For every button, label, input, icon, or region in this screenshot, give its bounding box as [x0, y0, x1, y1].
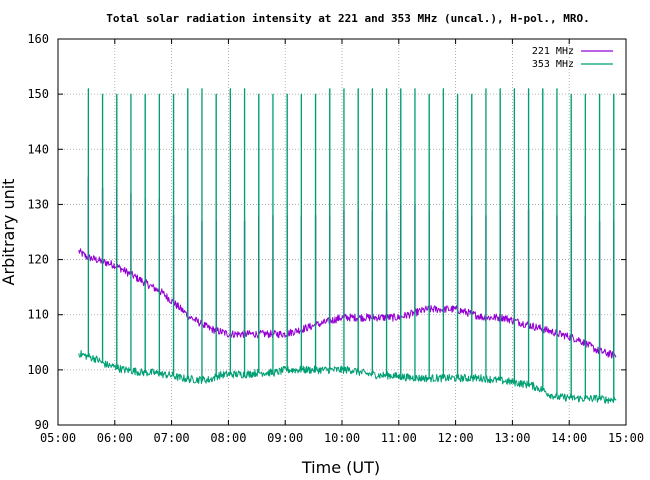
- x-tick-label: 09:00: [267, 431, 303, 445]
- legend-label: 221 MHz: [532, 46, 574, 57]
- y-tick-label: 90: [35, 418, 49, 432]
- series-layer: [78, 88, 617, 404]
- x-tick-label: 06:00: [97, 431, 133, 445]
- y-tick-label: 150: [27, 87, 49, 101]
- x-tick-label: 15:00: [608, 431, 644, 445]
- axes: 05:00 06:00 07:00 08:00 09:00 10:00 11:00 12:00…: [27, 32, 644, 445]
- x-tick-label: 05:00: [40, 431, 76, 445]
- legend: 221 MHz 353 MHz: [532, 46, 613, 70]
- x-tick-label: 07:00: [154, 431, 190, 445]
- y-tick-label: 130: [27, 197, 49, 211]
- series-line: [78, 176, 617, 359]
- x-tick-label: 10:00: [324, 431, 360, 445]
- x-tick-label: 12:00: [438, 431, 474, 445]
- series-line: [78, 88, 617, 404]
- series-353-mhz: [78, 88, 617, 404]
- grid: [58, 39, 626, 425]
- x-tick-label: 11:00: [381, 431, 417, 445]
- legend-label: 353 MHz: [532, 59, 574, 70]
- y-tick-label: 120: [27, 253, 49, 267]
- x-axis-label: Time (UT): [301, 458, 380, 477]
- y-tick-label: 140: [27, 142, 49, 156]
- x-tick-label: 08:00: [210, 431, 246, 445]
- x-tick-label: 13:00: [494, 431, 530, 445]
- y-tick-label: 160: [27, 32, 49, 46]
- y-tick-label: 100: [27, 363, 49, 377]
- y-tick-label: 110: [27, 308, 49, 322]
- y-axis-label: Arbitrary unit: [0, 179, 18, 286]
- chart-title: Total solar radiation intensity at 221 a…: [106, 12, 589, 25]
- x-tick-label: 14:00: [551, 431, 587, 445]
